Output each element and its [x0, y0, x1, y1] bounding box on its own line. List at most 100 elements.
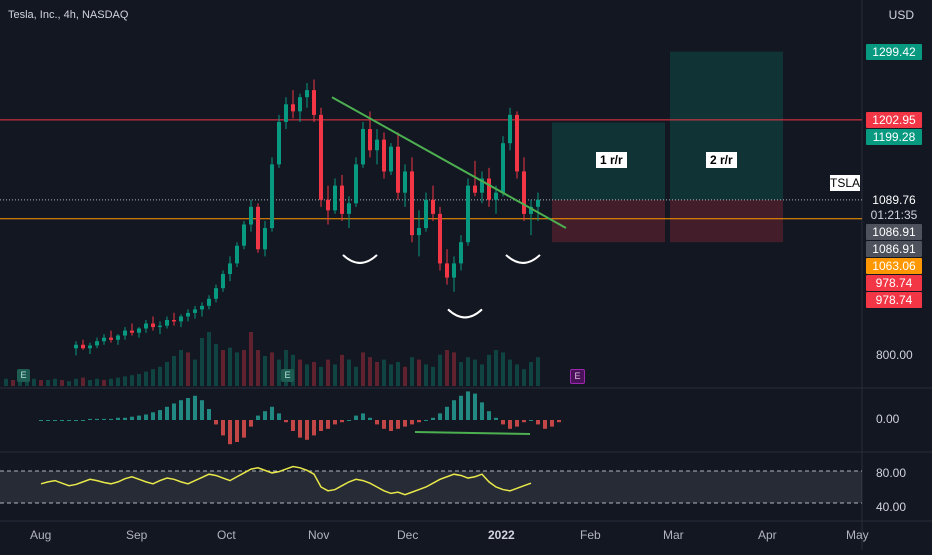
rr1-stop-zone	[552, 199, 665, 243]
macd-bar	[67, 420, 71, 421]
macd-bar	[39, 420, 43, 421]
volume-bar	[158, 366, 162, 386]
volume-bar	[32, 378, 36, 386]
macd-bar	[396, 420, 400, 429]
volume-bar	[333, 364, 337, 386]
macd-bar	[123, 417, 127, 420]
macd-bar	[557, 420, 561, 423]
volume-bar	[4, 378, 8, 386]
candle-body	[277, 121, 281, 165]
earnings-badge-oct[interactable]: E	[281, 369, 294, 382]
macd-bar	[249, 420, 253, 427]
macd-bar	[277, 413, 281, 420]
volume-bar	[312, 362, 316, 386]
x-tick-feb: Feb	[580, 528, 601, 542]
volume-bar	[431, 366, 435, 386]
volume-bar	[95, 378, 99, 386]
macd-bar	[550, 420, 554, 427]
candle-body	[508, 114, 512, 144]
volume-bar	[375, 362, 379, 386]
macd-bar	[305, 420, 309, 440]
candle-body	[459, 242, 463, 264]
volume-bar	[361, 352, 365, 386]
candle-body	[179, 316, 183, 322]
volume-bar	[179, 350, 183, 386]
volume-bar	[116, 377, 120, 386]
macd-bar	[536, 420, 540, 425]
macd-bar	[466, 391, 470, 420]
candle-body	[375, 139, 379, 151]
candle-body	[333, 185, 337, 211]
macd-bar	[151, 412, 155, 420]
macd-bar	[228, 420, 232, 445]
macd-bar	[508, 420, 512, 429]
x-tick-nov: Nov	[308, 528, 330, 542]
candle-body	[81, 344, 85, 349]
candle-body	[417, 228, 421, 236]
macd-bar	[368, 417, 372, 420]
rsi-band	[0, 471, 862, 503]
candle-body	[445, 263, 449, 278]
candle-body	[263, 228, 267, 250]
volume-bar	[242, 350, 246, 386]
volume-bar	[354, 366, 358, 386]
macd-bar	[543, 420, 547, 429]
candle-body	[382, 139, 386, 172]
volume-bar	[494, 350, 498, 386]
macd-bar	[130, 416, 134, 420]
earnings-badge-future[interactable]: E	[570, 369, 585, 384]
volume-bar	[389, 364, 393, 386]
currency-label[interactable]: USD	[888, 8, 914, 22]
candle-body	[186, 312, 190, 317]
volume-bar	[207, 332, 211, 386]
macd-bar	[102, 418, 106, 420]
x-tick-mar: Mar	[663, 528, 684, 542]
candle-body	[494, 192, 498, 200]
volume-bar	[25, 381, 29, 386]
price-label-7: 978.74	[866, 274, 922, 291]
volume-bar	[298, 359, 302, 386]
candle-body	[410, 171, 414, 236]
earnings-badge-aug[interactable]: E	[17, 369, 30, 382]
candle-body	[214, 288, 218, 299]
candle-body	[424, 199, 428, 229]
macd-bar	[186, 398, 190, 420]
candle-body	[123, 330, 127, 336]
volume-bar	[319, 366, 323, 386]
volume-bar	[508, 359, 512, 386]
macd-bar	[53, 420, 57, 421]
macd-bar	[256, 415, 260, 420]
macd-bar	[431, 417, 435, 420]
candle-body	[389, 146, 393, 172]
candle-body	[165, 320, 169, 326]
candle-body	[235, 245, 239, 264]
symbol-tag: TSLA	[830, 175, 861, 191]
macd-bar	[242, 420, 246, 438]
candle-body	[158, 325, 162, 328]
candle-body	[172, 320, 176, 322]
candle-body	[501, 143, 505, 193]
candle-body	[466, 185, 470, 243]
volume-bar	[284, 350, 288, 386]
macd-bar	[452, 400, 456, 420]
candle-body	[144, 323, 148, 329]
macd-bar	[312, 420, 316, 436]
macd-bar	[144, 414, 148, 420]
x-tick-may: May	[846, 528, 869, 542]
volume-bar	[417, 359, 421, 386]
volume-bar	[53, 378, 57, 386]
macd-bar	[347, 420, 351, 421]
candle-body	[207, 298, 211, 306]
candle-body	[95, 341, 99, 346]
candle-body	[403, 171, 407, 193]
macd-bar	[88, 418, 92, 420]
volume-bar	[46, 380, 50, 386]
volume-bar	[403, 366, 407, 386]
volume-bar	[186, 352, 190, 386]
macd-bar	[95, 418, 99, 420]
macd-bar	[46, 420, 50, 421]
candle-body	[298, 97, 302, 112]
candle-body	[319, 114, 323, 200]
